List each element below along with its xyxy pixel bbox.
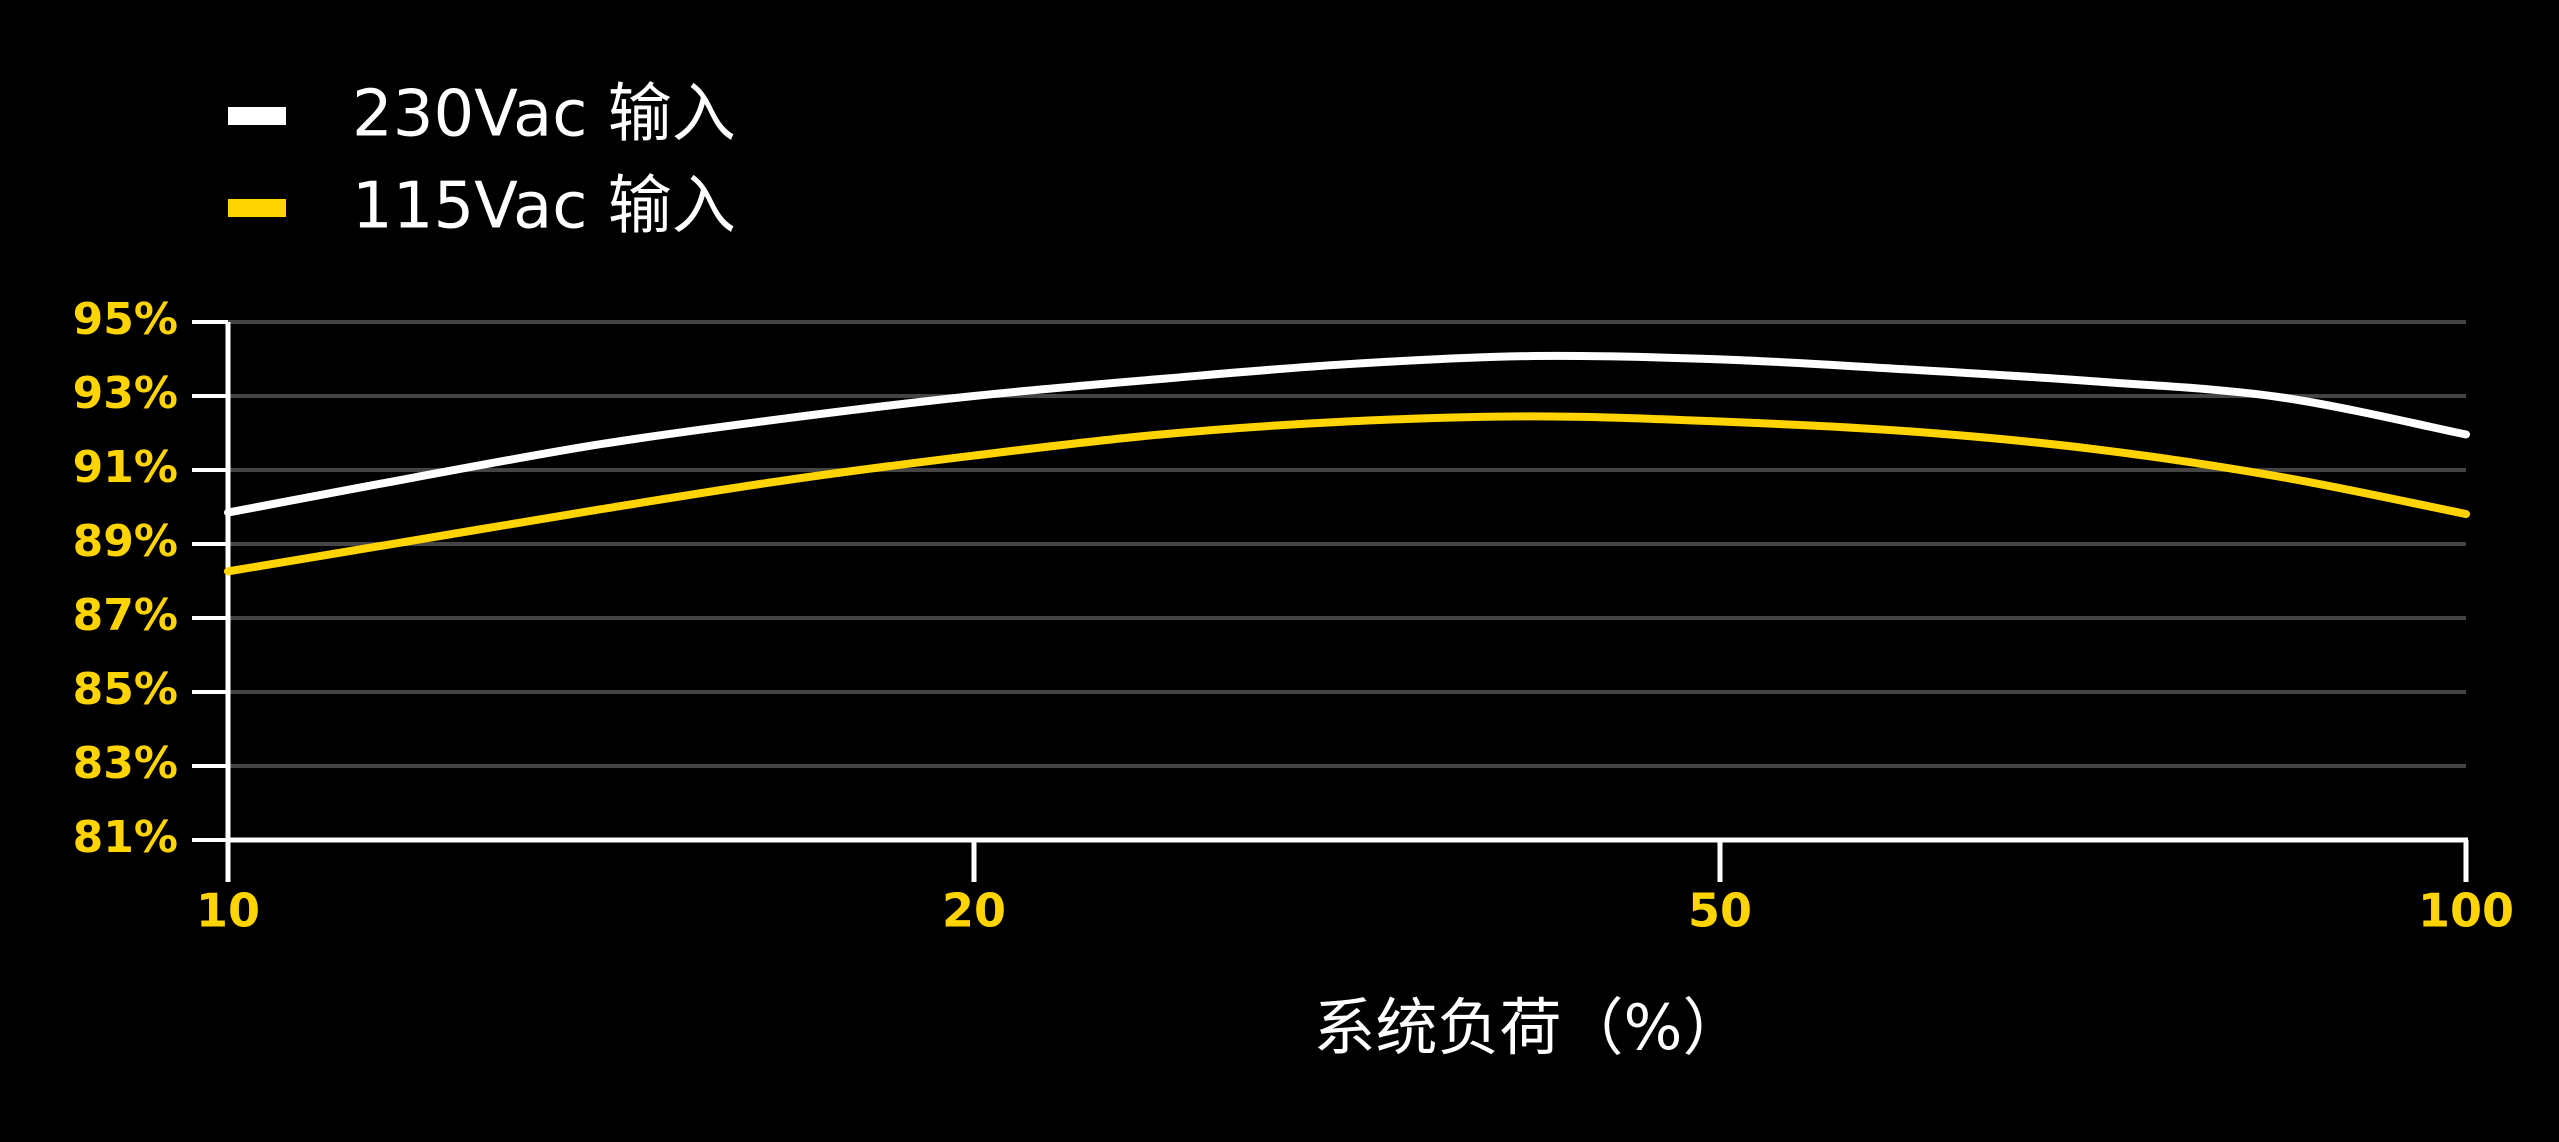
y-tick-label: 95% <box>73 294 178 345</box>
x-tick-label: 100 <box>2418 884 2514 938</box>
line-series <box>224 412 2470 576</box>
legend-marker <box>228 199 286 217</box>
line-series <box>224 351 2470 517</box>
y-tick-label: 83% <box>73 738 178 789</box>
y-tick-label: 81% <box>73 812 178 863</box>
y-tick-label: 93% <box>73 368 178 419</box>
legend-marker <box>228 107 286 125</box>
legend-label: 230Vac 输入 <box>352 78 736 152</box>
y-tick-label: 87% <box>73 590 178 641</box>
y-tick-label: 89% <box>73 516 178 567</box>
x-tick-label: 50 <box>1688 884 1752 938</box>
x-axis-title: 系统负荷（%） <box>1314 991 1745 1064</box>
x-tick-label: 10 <box>196 884 260 938</box>
y-tick-label: 85% <box>73 664 178 715</box>
y-tick-label: 91% <box>73 442 178 493</box>
legend-label: 115Vac 输入 <box>352 170 736 244</box>
x-tick-label: 20 <box>942 884 1006 938</box>
